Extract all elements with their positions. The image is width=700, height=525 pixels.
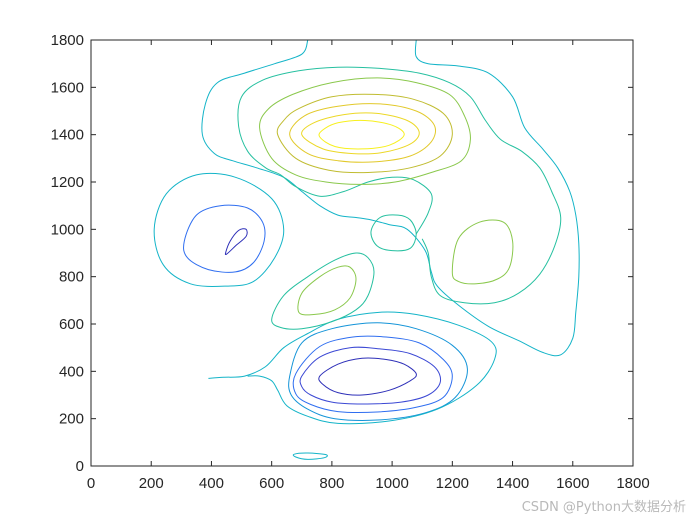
- contour-line-level-4: [288, 322, 468, 421]
- x-axis: 0 200 400 600 800 1000 1200 1400 1600 1800: [87, 40, 650, 492]
- y-tick-label: 0: [76, 458, 84, 475]
- x-tick-label: 1200: [436, 475, 469, 492]
- y-axis: 0 200 400 600 800 1000 1200 1400 1600 1800: [51, 32, 633, 475]
- x-tick-label: 1800: [616, 475, 649, 492]
- contour-lines: [153, 39, 580, 460]
- x-tick-label: 0: [87, 475, 95, 492]
- x-tick-label: 400: [199, 475, 224, 492]
- y-tick-label: 600: [59, 316, 84, 333]
- contour-line-level-1: [224, 228, 248, 256]
- y-tick-label: 1000: [51, 221, 84, 238]
- x-tick-label: 200: [139, 475, 164, 492]
- contour-line-level-10: [301, 112, 420, 155]
- contour-line-level-5: [201, 39, 580, 357]
- x-tick-label: 1400: [496, 475, 529, 492]
- contour-line-level-7: [451, 219, 514, 285]
- contour-line-level-7: [297, 265, 357, 316]
- contour-line-level-9: [289, 103, 437, 163]
- x-tick-label: 1600: [556, 475, 589, 492]
- y-tick-label: 800: [59, 269, 84, 286]
- watermark: CSDN @Python大数据分析: [521, 500, 686, 515]
- contour-line-level-6: [271, 252, 375, 330]
- contour-line-level-8: [276, 93, 453, 174]
- y-tick-label: 200: [59, 411, 84, 428]
- y-tick-label: 400: [59, 363, 84, 380]
- contour-line-level-2: [299, 346, 442, 405]
- contour-line-level-6: [237, 66, 562, 305]
- contour-line-level-7: [259, 77, 471, 185]
- contour-line-level-1: [318, 357, 417, 396]
- contour-line-level-5: [208, 311, 497, 425]
- y-tick-label: 1400: [51, 127, 84, 144]
- y-tick-label: 1200: [51, 174, 84, 191]
- contour-line-level-6: [370, 214, 417, 252]
- x-tick-label: 1000: [375, 475, 408, 492]
- contour-line-level-11: [318, 119, 405, 150]
- axes-box: [90, 39, 634, 467]
- x-tick-label: 800: [319, 475, 344, 492]
- y-tick-label: 1800: [51, 32, 84, 49]
- contour-line-level-3: [183, 204, 266, 273]
- y-tick-label: 1600: [51, 79, 84, 96]
- contour-line-level-5: [153, 172, 285, 287]
- x-tick-label: 600: [259, 475, 284, 492]
- contour-line-level-5: [292, 452, 328, 460]
- contour-line-level-3: [292, 335, 453, 414]
